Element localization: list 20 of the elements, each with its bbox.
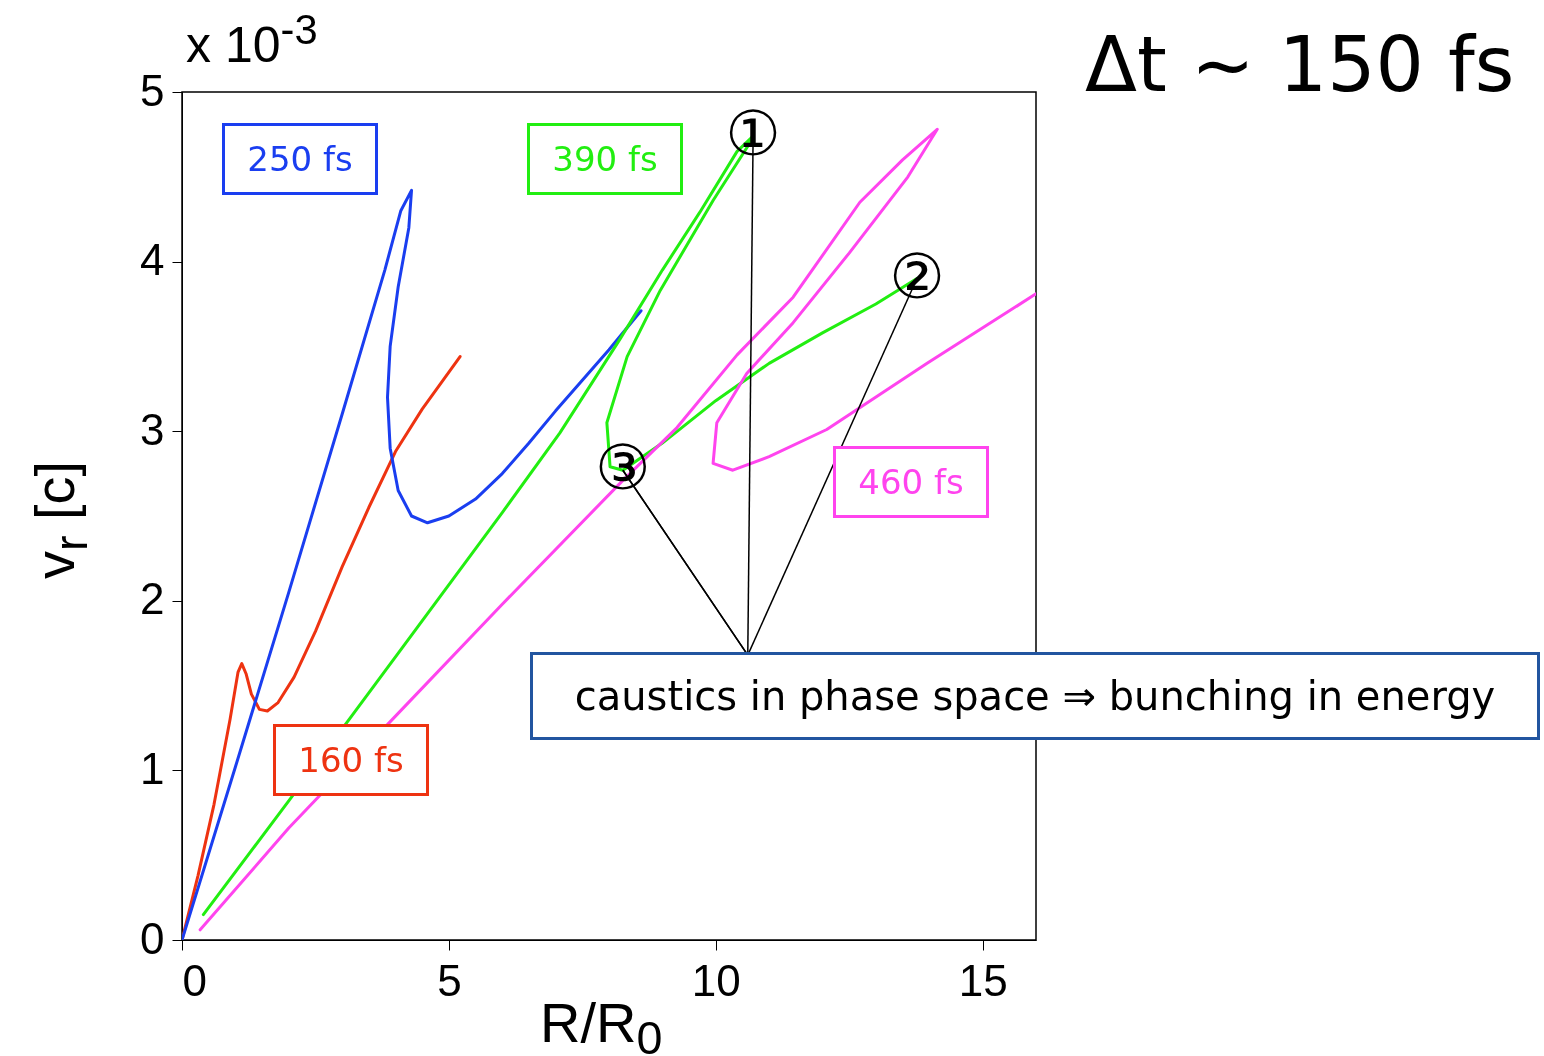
x-tick-label: 5 xyxy=(437,955,462,1005)
x-axis-title: R/R$_{0}$ xyxy=(540,990,663,1056)
x-tick-label: 0 xyxy=(182,955,207,1005)
y-tick-label: 3 xyxy=(140,404,165,454)
series-label: 250 fs xyxy=(222,123,378,195)
text: Δt ~ 150 fs xyxy=(1085,20,1515,109)
text: x 10$^{-3}$ xyxy=(186,6,318,74)
x-tick-label: 15 xyxy=(958,955,1008,1005)
annotation: ① xyxy=(725,97,781,171)
y-tick-label: 1 xyxy=(140,743,165,793)
annotation: ② xyxy=(889,239,945,313)
series-label: 390 fs xyxy=(527,123,683,195)
y-tick-label: 4 xyxy=(140,235,165,285)
series-label: 460 fs xyxy=(833,446,989,518)
y-tick-label: 0 xyxy=(140,913,165,963)
series-label: 160 fs xyxy=(273,724,429,796)
y-tick-label: 5 xyxy=(140,65,165,115)
x-tick-label: 10 xyxy=(691,955,741,1005)
annotation: caustics in phase space ⇒ bunching in energy xyxy=(530,652,1540,740)
y-tick-label: 2 xyxy=(140,574,165,624)
